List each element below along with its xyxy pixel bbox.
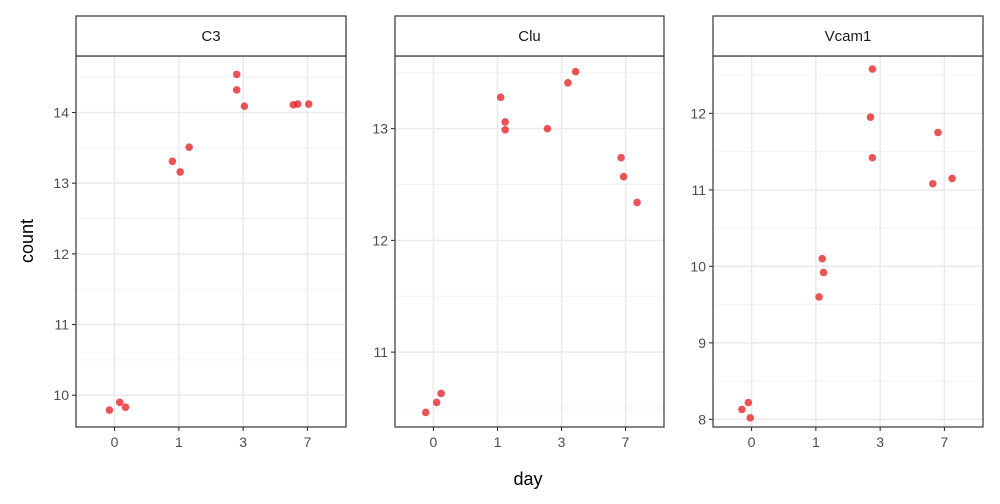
data-point	[432, 398, 441, 407]
y-tick-label: 11	[691, 182, 706, 198]
y-tick-label: 12	[53, 246, 69, 262]
data-point	[232, 86, 241, 94]
facet-strip	[712, 15, 984, 57]
panel-background	[395, 56, 664, 427]
x-tick-label: 7	[304, 434, 312, 450]
data-point	[571, 67, 580, 76]
data-point	[948, 174, 956, 183]
y-tick-label: 13	[372, 121, 388, 137]
x-tick-label: 0	[748, 434, 756, 450]
y-tick-label: 12	[690, 105, 706, 121]
x-tick-label: 1	[175, 434, 183, 450]
data-point	[185, 143, 193, 151]
data-point	[815, 293, 823, 301]
data-point	[496, 93, 505, 102]
x-tick-label: 7	[941, 434, 949, 450]
y-tick-label: 8	[698, 411, 706, 427]
data-point	[819, 268, 828, 277]
panel-background	[713, 56, 983, 427]
data-point	[934, 128, 942, 137]
data-point	[437, 389, 445, 398]
x-tick-label: 3	[239, 434, 247, 450]
data-point	[240, 102, 249, 110]
data-point	[304, 100, 313, 108]
data-point	[633, 198, 641, 207]
data-point	[293, 100, 302, 108]
data-point	[868, 65, 877, 73]
y-tick-label: 13	[53, 175, 69, 191]
x-axis-title: day	[513, 469, 542, 489]
data-point	[744, 398, 753, 407]
y-tick-label: 11	[54, 317, 69, 333]
facet-strip-label: C3	[201, 28, 220, 45]
y-tick-label: 14	[53, 105, 69, 121]
data-point	[501, 118, 509, 126]
data-point	[564, 79, 572, 87]
data-point	[746, 414, 755, 422]
facet-strip	[75, 15, 347, 57]
x-tick-label: 7	[622, 434, 630, 450]
y-tick-label: 12	[372, 232, 388, 248]
data-point	[868, 153, 877, 162]
data-point	[543, 124, 552, 133]
y-tick-label: 9	[698, 335, 706, 351]
data-point	[866, 113, 875, 121]
x-tick-label: 0	[430, 434, 438, 450]
x-tick-label: 1	[494, 434, 502, 450]
y-tick-label: 11	[373, 344, 388, 360]
x-tick-label: 1	[812, 434, 820, 450]
data-point	[929, 179, 937, 188]
data-point	[105, 406, 114, 414]
data-point	[818, 254, 827, 263]
data-point	[619, 172, 628, 181]
data-point	[421, 408, 430, 417]
facet-strip-label: Vcam1	[825, 28, 872, 45]
data-point	[168, 157, 177, 166]
x-tick-label: 0	[111, 434, 119, 450]
data-point	[738, 405, 746, 414]
data-point	[121, 403, 130, 412]
data-point	[501, 125, 509, 134]
y-tick-label: 10	[53, 387, 69, 403]
data-point	[617, 153, 625, 162]
data-point	[115, 398, 124, 407]
facet-strip-label: Clu	[518, 28, 541, 45]
y-axis-title: count	[17, 219, 37, 263]
x-tick-label: 3	[876, 434, 884, 450]
facet-strip	[394, 15, 665, 57]
panel-background	[76, 56, 346, 427]
facet-panel-2: Vcam1 8 9 10 11 12 0 1 3 7	[690, 15, 984, 450]
data-point	[232, 70, 241, 79]
data-point	[176, 168, 184, 176]
y-tick-label: 10	[690, 258, 706, 274]
x-tick-label: 3	[558, 434, 566, 450]
